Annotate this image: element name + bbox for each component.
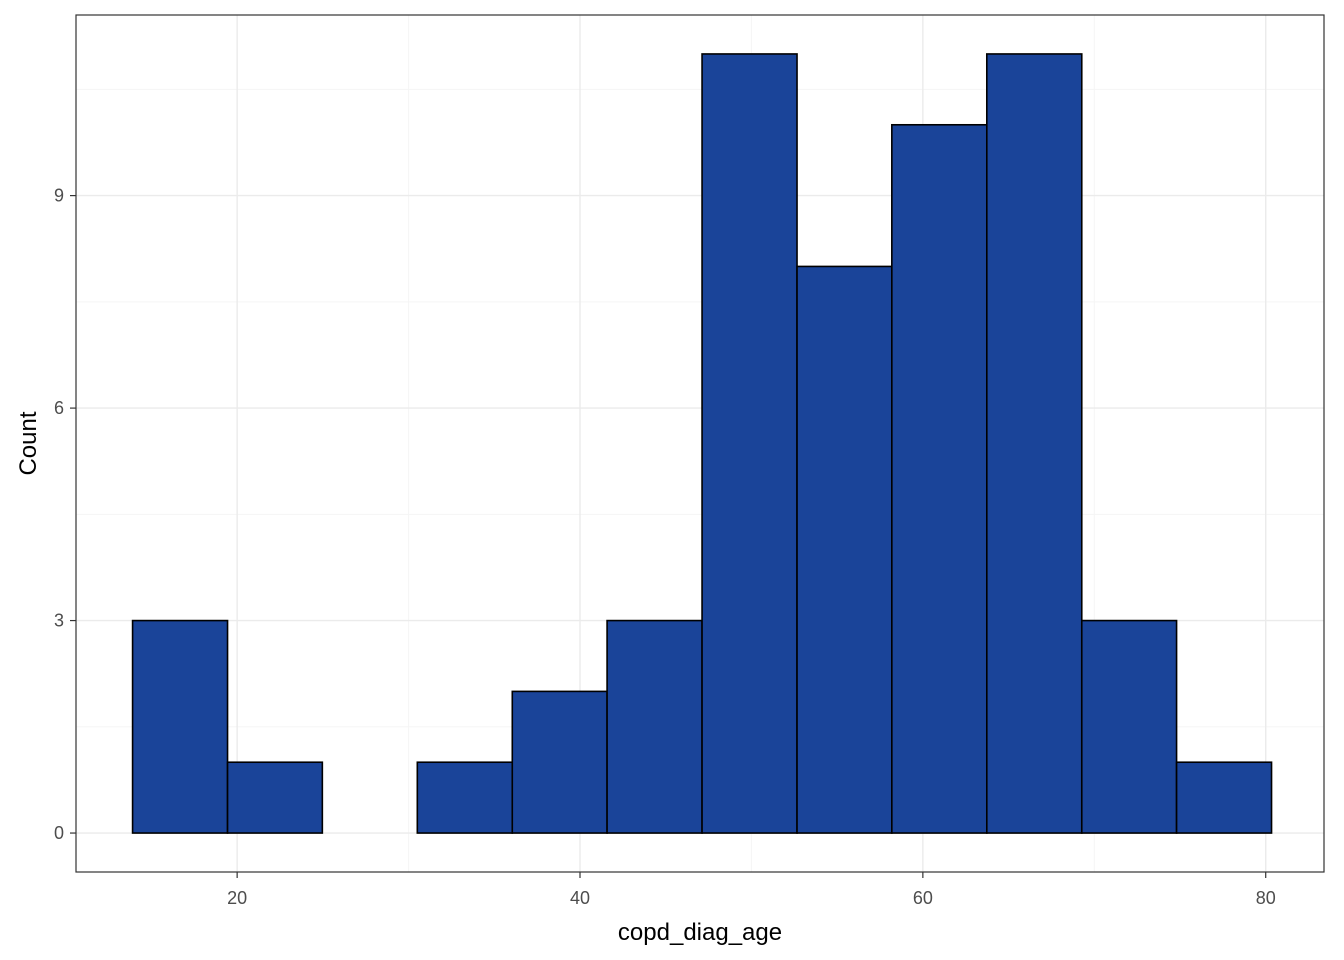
histogram-bar — [1175, 761, 1273, 834]
histogram-bar — [511, 690, 608, 834]
x-tick-label: 20 — [227, 888, 247, 908]
histogram-bar — [131, 619, 229, 834]
x-tick-label: 80 — [1256, 888, 1276, 908]
histogram-bar — [985, 53, 1083, 834]
histogram-bars — [131, 53, 1273, 834]
histogram-bar — [701, 53, 798, 834]
y-tick-label: 9 — [54, 186, 64, 206]
histogram-bar — [1080, 619, 1178, 834]
x-axis-ticks: 20 40 60 80 — [227, 872, 1276, 908]
histogram-bar — [891, 123, 988, 834]
histogram-bar — [606, 619, 703, 834]
histogram-bar — [416, 761, 514, 834]
panel-border — [75, 14, 1325, 873]
x-tick-label: 40 — [570, 888, 590, 908]
y-axis-title: Count — [15, 411, 42, 475]
x-tick-label: 60 — [913, 888, 933, 908]
y-tick-label: 6 — [54, 398, 64, 418]
histogram-bar — [796, 265, 893, 834]
y-tick-label: 0 — [54, 823, 64, 843]
x-axis-title: copd_diag_age — [618, 919, 782, 946]
y-axis-ticks: 0 3 6 9 — [54, 186, 76, 843]
histogram-bar — [226, 761, 324, 834]
y-tick-label: 3 — [54, 611, 64, 631]
